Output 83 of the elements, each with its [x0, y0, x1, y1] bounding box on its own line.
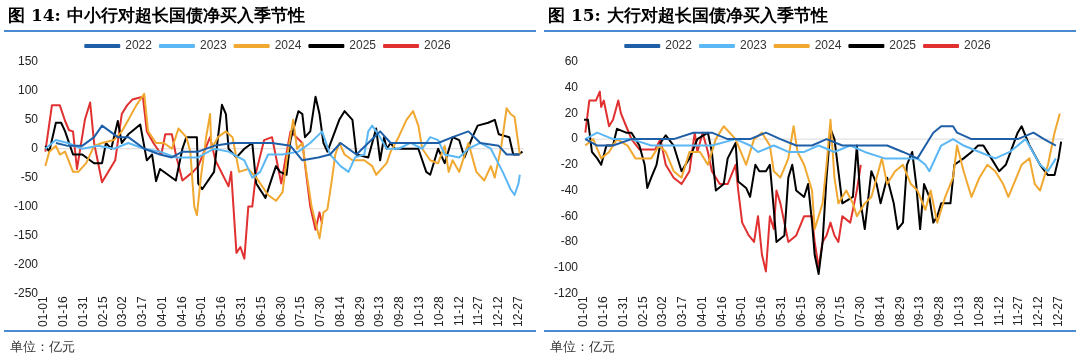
x-tick-label: 11-12	[991, 295, 1006, 327]
chart-title: 图 15: 大行对超长国债净买入季节性	[544, 0, 1076, 32]
x-tick-label: 04-01	[154, 295, 169, 328]
x-tick-label: 07-30	[313, 295, 328, 328]
x-tick-label: 05-16	[214, 295, 229, 328]
y-tick-label: 100	[17, 83, 39, 98]
x-tick-label: 03-02	[655, 295, 670, 328]
x-tick-label: 05-31	[234, 295, 249, 328]
legend-label: 2026	[964, 38, 992, 53]
x-tick-label: 01-31	[75, 295, 90, 328]
y-tick-label: -50	[20, 169, 39, 184]
x-tick-label: 08-29	[352, 295, 367, 328]
y-tick-label: -100	[13, 198, 39, 213]
x-tick-label: 09-28	[932, 295, 947, 328]
x-tick-label: 02-15	[635, 295, 650, 328]
y-tick-label: 20	[564, 105, 579, 120]
y-tick-label: -80	[560, 234, 579, 249]
x-tick-label: 12-12	[491, 295, 506, 328]
y-tick-label: 0	[571, 131, 579, 146]
x-tick-label: 09-13	[912, 295, 927, 328]
x-tick-label: 04-01	[694, 295, 709, 328]
x-tick-label: 07-30	[853, 295, 868, 328]
x-tick-label: 10-13	[411, 295, 426, 328]
y-tick-label: -200	[13, 256, 39, 271]
legend-label: 2025	[349, 38, 377, 53]
x-tick-label: 04-16	[714, 295, 729, 328]
y-tick-label: -20	[560, 157, 579, 172]
x-tick-label: 01-01	[36, 295, 51, 328]
y-tick-label: 0	[31, 141, 39, 156]
x-tick-label: 07-15	[293, 295, 308, 328]
legend-label: 2026	[424, 38, 452, 53]
y-tick-label: 60	[564, 54, 579, 69]
x-tick-label: 05-31	[774, 295, 789, 328]
x-tick-label: 01-16	[596, 295, 611, 328]
x-tick-label: 01-16	[56, 295, 71, 328]
y-tick-label: -120	[553, 285, 579, 300]
x-tick-label: 04-16	[174, 295, 189, 328]
x-tick-label: 10-28	[431, 295, 446, 328]
chart-title: 图 14: 中小行对超长国债净买入季节性	[4, 0, 536, 32]
y-tick-label: -60	[560, 208, 579, 223]
x-tick-label: 06-15	[793, 295, 808, 328]
legend-label: 2022	[125, 38, 153, 53]
legend-label: 2022	[665, 38, 693, 53]
y-tick-label: 50	[24, 112, 39, 127]
x-tick-label: 10-28	[971, 295, 986, 328]
x-tick-label: 08-14	[872, 295, 887, 328]
x-tick-label: 11-27	[471, 295, 486, 327]
x-tick-label: 10-13	[951, 295, 966, 328]
x-tick-label: 06-30	[813, 295, 828, 328]
x-tick-label: 05-16	[754, 295, 769, 328]
x-tick-label: 05-01	[194, 295, 209, 328]
x-tick-label: 07-15	[833, 295, 848, 328]
x-tick-label: 08-14	[332, 295, 347, 328]
legend-label: 2024	[274, 38, 302, 53]
x-tick-label: 12-27	[510, 295, 525, 328]
x-tick-label: 09-13	[372, 295, 387, 328]
y-tick-label: -250	[13, 285, 39, 300]
y-tick-label: 150	[17, 54, 39, 69]
x-tick-label: 11-27	[1011, 295, 1026, 327]
x-tick-label: 12-27	[1050, 295, 1065, 328]
x-tick-label: 03-02	[115, 295, 130, 328]
legend-label: 2025	[889, 38, 917, 53]
legend-label: 2024	[814, 38, 842, 53]
x-tick-label: 02-15	[95, 295, 110, 328]
x-tick-label: 06-15	[253, 295, 268, 328]
x-tick-label: 09-28	[392, 295, 407, 328]
legend-label: 2023	[739, 38, 767, 53]
x-tick-label: 06-30	[273, 295, 288, 328]
y-tick-label: -40	[560, 182, 579, 197]
x-tick-label: 01-31	[615, 295, 630, 328]
x-tick-label: 12-12	[1031, 295, 1046, 328]
x-tick-label: 08-29	[892, 295, 907, 328]
y-tick-label: -100	[553, 259, 579, 274]
x-tick-label: 01-01	[576, 295, 591, 328]
x-tick-label: 03-17	[675, 295, 690, 328]
x-tick-label: 11-12	[451, 295, 466, 327]
text: 单位：亿元	[4, 330, 536, 360]
x-tick-label: 03-17	[135, 295, 150, 328]
text: 单位：亿元	[544, 330, 1076, 360]
y-tick-label: -150	[13, 227, 39, 242]
x-tick-label: 05-01	[734, 295, 749, 328]
y-tick-label: 40	[564, 80, 579, 95]
legend-label: 2023	[199, 38, 227, 53]
